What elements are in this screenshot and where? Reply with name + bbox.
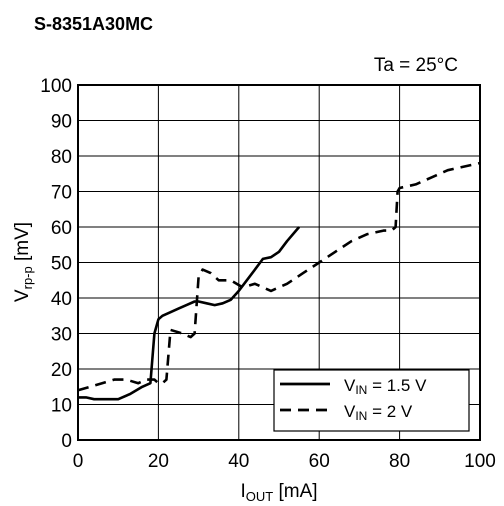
y-tick-label: 50 <box>51 254 72 275</box>
y-tick-label: 70 <box>51 183 72 204</box>
legend-label-series-1: VIN = 1.5 V <box>344 376 427 397</box>
x-tick-label: 100 <box>464 451 496 472</box>
y-tick-label: 40 <box>51 289 72 310</box>
y-tick-label: 0 <box>61 431 72 452</box>
y-axis-label-unit: [mV] <box>12 222 33 266</box>
x-tick-label: 80 <box>389 451 410 472</box>
legend-label-2-rest: = 2 V <box>367 402 413 421</box>
y-axis-label-main: V <box>12 289 33 302</box>
y-tick-label: 10 <box>51 396 72 417</box>
legend-label-1-rest: = 1.5 V <box>367 376 427 395</box>
x-tick-label: 40 <box>228 451 249 472</box>
x-axis-label-sub: OUT <box>246 489 274 504</box>
condition-label: Ta = 25°C <box>374 55 458 76</box>
x-axis-label-unit: [mA] <box>273 481 317 502</box>
x-tick-label: 20 <box>148 451 169 472</box>
x-tick-label: 60 <box>309 451 330 472</box>
y-tick-labels: 0 10 20 30 40 50 60 70 80 90 100 <box>40 76 72 452</box>
chart-title: S-8351A30MC <box>34 14 153 34</box>
legend-label-2-main: V <box>344 402 356 421</box>
legend: VIN = 1.5 V VIN = 2 V <box>273 369 470 432</box>
y-axis-label: Vrp-p [mV] <box>12 222 35 302</box>
y-axis-label-sub: rp-p <box>20 266 35 289</box>
legend-label-2-sub: IN <box>355 409 367 423</box>
series-line-1 <box>78 226 301 401</box>
x-axis-label: IOUT [mA] <box>240 481 317 504</box>
x-axis-label-main: I <box>240 481 245 502</box>
series-line-2 <box>77 161 481 392</box>
legend-box <box>273 369 470 432</box>
x-tick-label: 0 <box>73 451 84 472</box>
legend-label-series-2: VIN = 2 V <box>344 402 413 423</box>
y-tick-label: 60 <box>51 218 72 239</box>
y-tick-label: 20 <box>51 360 72 381</box>
y-tick-label: 90 <box>51 112 72 133</box>
legend-label-1-sub: IN <box>355 383 367 397</box>
x-tick-labels: 0 20 40 60 80 100 <box>73 451 496 472</box>
y-tick-label: 100 <box>40 76 72 97</box>
y-tick-label: 80 <box>51 147 72 168</box>
y-tick-label: 30 <box>51 325 72 346</box>
legend-label-1-main: V <box>344 376 356 395</box>
series-layer <box>77 161 481 401</box>
plot-area-frame <box>77 84 481 441</box>
